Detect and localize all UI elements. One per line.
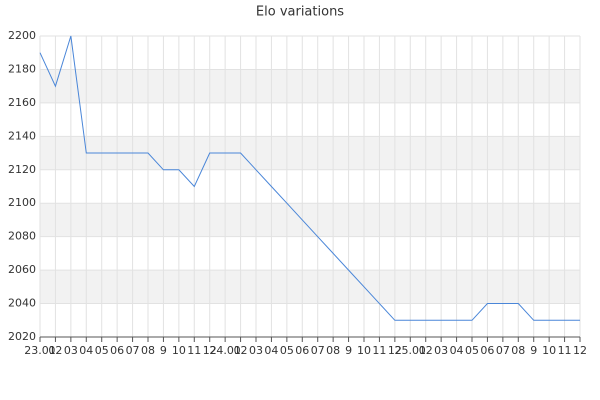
x-tick-label: 08 bbox=[511, 344, 525, 357]
x-tick-label: 11 bbox=[558, 344, 572, 357]
line-series bbox=[39, 35, 580, 321]
x-tick-label: 11 bbox=[372, 344, 386, 357]
x-tick-label: 03 bbox=[64, 344, 78, 357]
x-tick-label: 07 bbox=[496, 344, 510, 357]
x-tick-label: 05 bbox=[280, 344, 294, 357]
y-tick-label: 2200 bbox=[8, 29, 36, 42]
x-tick-label: 05 bbox=[95, 344, 109, 357]
x-tick-label: 03 bbox=[249, 344, 263, 357]
x-tick-label: 04 bbox=[79, 344, 93, 357]
x-tick-label: 9 bbox=[345, 344, 352, 357]
chart-title: Elo variations bbox=[256, 5, 344, 20]
x-tick-label: 10 bbox=[542, 344, 556, 357]
x-tick-label: 07 bbox=[126, 344, 140, 357]
x-tick-label: 23.01 bbox=[24, 344, 56, 357]
y-tick-label: 2060 bbox=[8, 263, 36, 276]
x-tick-label: 03 bbox=[434, 344, 448, 357]
x-tick-label: 02 bbox=[419, 344, 433, 357]
y-tick-label: 2120 bbox=[8, 163, 36, 176]
x-tick-label: 12 bbox=[203, 344, 217, 357]
x-tick-label: 9 bbox=[160, 344, 167, 357]
x-tick-label: 02 bbox=[234, 344, 248, 357]
x-tick-label: 08 bbox=[326, 344, 340, 357]
x-tick-label: 05 bbox=[465, 344, 479, 357]
x-tick-label: 11 bbox=[187, 344, 201, 357]
x-tick-label: 07 bbox=[311, 344, 325, 357]
x-tick-label: 06 bbox=[480, 344, 494, 357]
x-tick-label: 04 bbox=[264, 344, 278, 357]
x-tick-label: 9 bbox=[530, 344, 537, 357]
y-tick-label: 2180 bbox=[8, 62, 36, 75]
x-tick-label: 08 bbox=[141, 344, 155, 357]
x-tick-label: 06 bbox=[110, 344, 124, 357]
x-tick-label: 10 bbox=[357, 344, 371, 357]
x-tick-label: 12 bbox=[573, 344, 587, 357]
x-tick-label: 06 bbox=[295, 344, 309, 357]
x-tick-label: 02 bbox=[48, 344, 62, 357]
y-tick-label: 2040 bbox=[8, 297, 36, 310]
y-tick-label: 2080 bbox=[8, 230, 36, 243]
x-tick-label: 25.01 bbox=[395, 344, 427, 357]
x-tick-label: 04 bbox=[450, 344, 464, 357]
band bbox=[40, 203, 580, 237]
y-tick-label: 2020 bbox=[8, 330, 36, 343]
band bbox=[40, 270, 580, 304]
x-tick-label: 24.01 bbox=[209, 344, 241, 357]
x-tick-label: 10 bbox=[172, 344, 186, 357]
y-tick-label: 2100 bbox=[8, 196, 36, 209]
x-tick-label: 12 bbox=[388, 344, 402, 357]
band bbox=[40, 69, 580, 103]
y-tick-label: 2140 bbox=[8, 129, 36, 142]
y-tick-label: 2160 bbox=[8, 96, 36, 109]
